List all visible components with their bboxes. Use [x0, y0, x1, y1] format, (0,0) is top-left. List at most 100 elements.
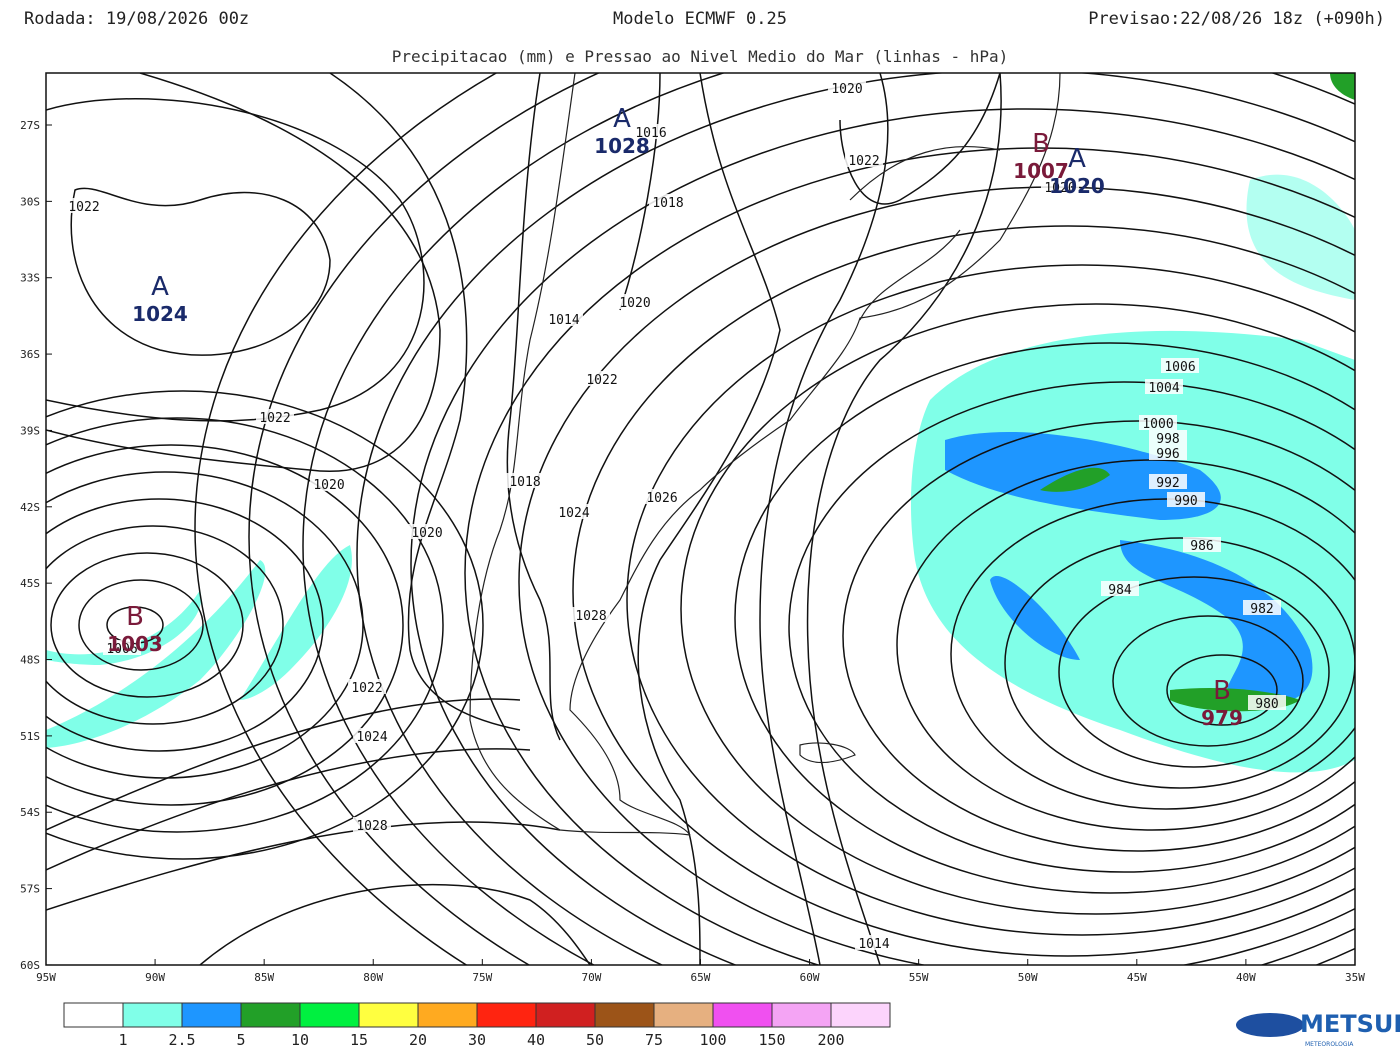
isobar-label: 1016 [635, 126, 666, 141]
label-bg [1139, 415, 1177, 430]
lon-label: 50W [1018, 971, 1038, 984]
label-bg [310, 476, 348, 491]
coastline [469, 73, 1061, 836]
logo: METSUL METEOROLOGIA [1236, 1010, 1400, 1048]
label-bg [545, 311, 583, 326]
isobar-label: 986 [1190, 539, 1213, 554]
lon-label: 80W [363, 971, 383, 984]
colorbar: 1 2.5 5 10 15 20 30 40 50 75 100 150 200 [63, 1002, 891, 1049]
label-bg [1149, 445, 1187, 460]
isobar [788, 381, 1355, 873]
center-letter: A [613, 104, 631, 134]
label-bg [1041, 179, 1079, 194]
isobar-label: 1004 [1148, 381, 1179, 396]
isobar [78, 579, 204, 671]
center-value: 1007 [1013, 159, 1069, 183]
colorbar-label: 40 [527, 1031, 545, 1049]
center-value: 1028 [594, 134, 650, 158]
label-bg [1167, 492, 1205, 507]
isobar [1058, 576, 1330, 768]
isobar [842, 420, 1355, 852]
isobar [1166, 654, 1278, 726]
label-bg [353, 817, 391, 832]
lat-label: 54S [20, 806, 40, 819]
isobar-label: 990 [1174, 494, 1197, 509]
isobar [619, 73, 661, 311]
colorbar-box [63, 1002, 124, 1028]
isobar-label: 984 [1108, 583, 1132, 598]
isobar [680, 303, 1355, 915]
colorbar-box [417, 1002, 478, 1028]
center-letter: A [151, 272, 169, 302]
isobar-label: 1026 [646, 491, 677, 506]
precip-area [1120, 540, 1313, 706]
isobar-label: 982 [1250, 602, 1273, 617]
label-bg [353, 728, 391, 743]
isobar-label: 1014 [858, 937, 889, 952]
isobar-label: 1006 [1164, 360, 1195, 375]
isobar [356, 73, 1355, 965]
isobar-label: 1022 [68, 200, 99, 215]
isobar-label: 1000 [1142, 417, 1173, 432]
lat-label: 48S [20, 654, 40, 667]
isobar-label: 1006 [106, 642, 137, 657]
forecast-label: Previsao:22/08/26 18z (+090h) [1088, 9, 1385, 29]
lon-label: 40W [1236, 971, 1256, 984]
colorbar-box [358, 1002, 419, 1028]
precip-area [1330, 73, 1355, 100]
lon-label: 90W [145, 971, 165, 984]
colorbar-box [122, 1002, 183, 1028]
label-bg [643, 489, 681, 504]
isobar [46, 698, 521, 831]
lat-label: 27S [20, 119, 40, 132]
colorbar-label: 100 [699, 1031, 726, 1049]
center-letter: B [1213, 676, 1231, 706]
label-bg [583, 371, 621, 386]
isobar [46, 98, 425, 422]
lat-label: 39S [20, 424, 40, 437]
colorbar-label: 5 [236, 1031, 245, 1049]
isobar-label: 1022 [586, 373, 617, 388]
colorbar-label: 10 [291, 1031, 309, 1049]
isobar [46, 471, 364, 779]
isobar [46, 498, 324, 752]
label-bg [649, 194, 687, 209]
isobar-label: 1018 [509, 475, 540, 490]
colorbar-label: 200 [817, 1031, 844, 1049]
lon-label: 45W [1127, 971, 1147, 984]
label-bg [1145, 379, 1183, 394]
label-bg [572, 607, 610, 622]
colorbar-box [712, 1002, 773, 1028]
isobar-label: 1020 [411, 526, 442, 541]
isobar-label: 1020 [313, 478, 344, 493]
colorbar-label: 50 [586, 1031, 604, 1049]
isobar-label: 1020 [619, 296, 650, 311]
colorbar-label: 30 [468, 1031, 486, 1049]
isobar-label: 1014 [548, 313, 579, 328]
isobar [1112, 615, 1304, 747]
isobar [637, 73, 781, 965]
label-bg [1248, 695, 1286, 710]
lon-label: 35W [1345, 971, 1365, 984]
lat-label: 45S [20, 577, 40, 590]
colorbar-box [240, 1002, 301, 1028]
isobar-label: 980 [1255, 697, 1278, 712]
label-bg [65, 198, 103, 213]
colorbar-box [594, 1002, 655, 1028]
isobar [302, 73, 1355, 965]
lat-label: 60S [20, 959, 40, 972]
isobar-label: 1024 [558, 506, 589, 521]
precip-area [990, 576, 1080, 660]
isobar-label: 996 [1156, 447, 1179, 462]
isobar-label: 992 [1156, 476, 1179, 491]
isobar-label: 1018 [652, 196, 683, 211]
colorbar-box [181, 1002, 242, 1028]
label-bg [555, 504, 593, 519]
lat-label: 57S [20, 883, 40, 896]
isobar [572, 225, 1355, 957]
colorbar-box [830, 1002, 891, 1028]
lat-label: 33S [20, 272, 40, 285]
logo-tagline: METEOROLOGIA [1305, 1041, 1354, 1048]
label-bg [1243, 600, 1281, 615]
